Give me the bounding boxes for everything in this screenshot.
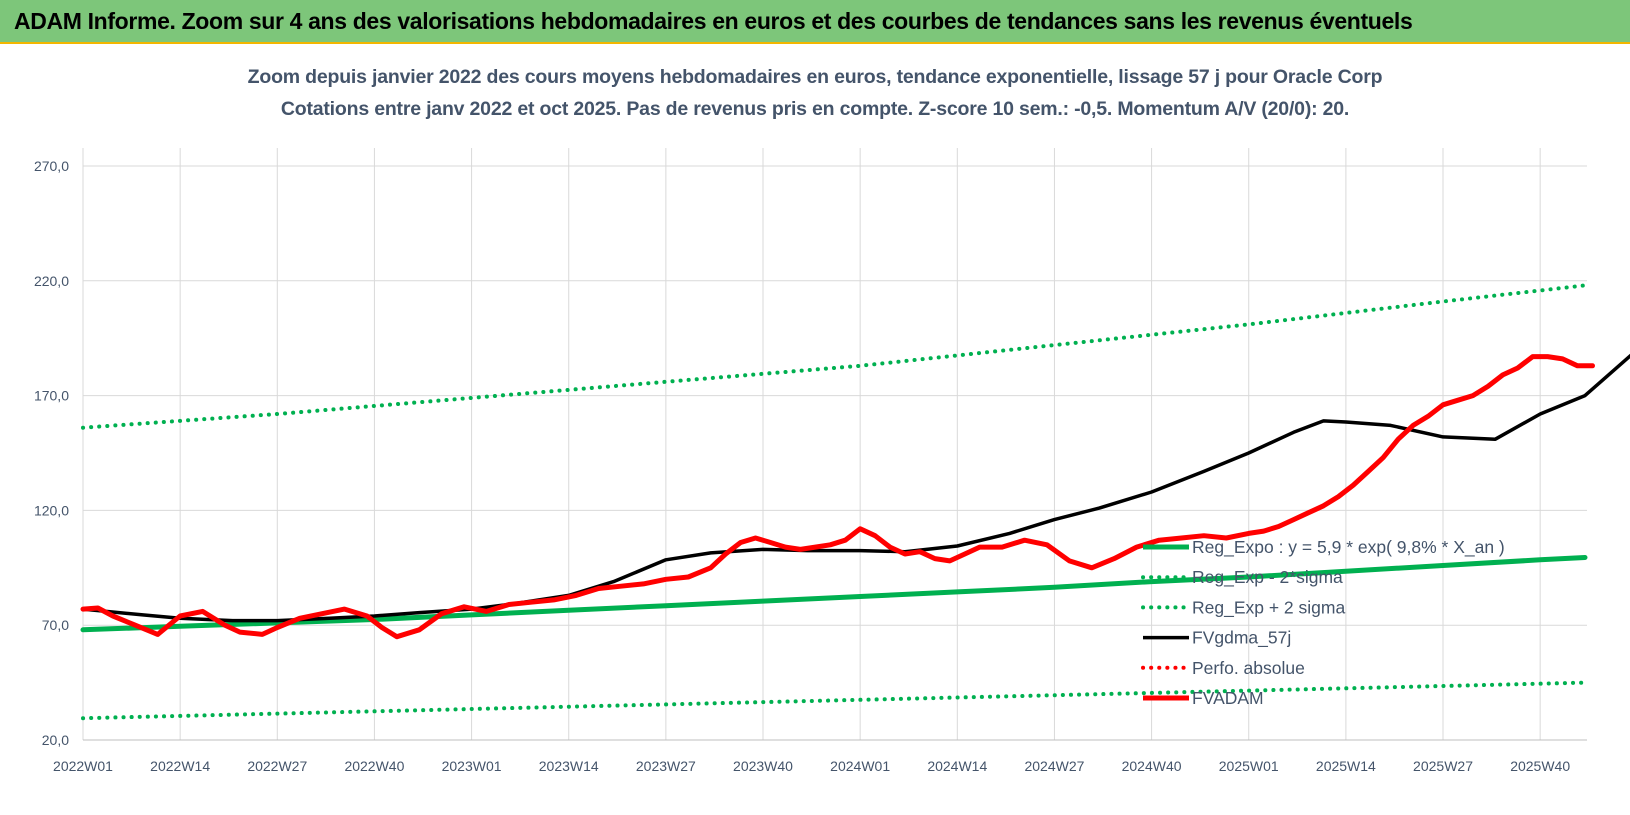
y-tick-label: 270,0 xyxy=(34,158,69,174)
series-line-5 xyxy=(80,354,1595,640)
y-axis-ticks: 20,0 70,0 120,0 170,0 220,0 270,0 xyxy=(34,158,69,748)
series-line-3 xyxy=(81,353,1630,623)
x-tick-label: 2022W14 xyxy=(150,758,210,774)
y-tick-label: 170,0 xyxy=(34,388,69,404)
x-tick-label: 2023W40 xyxy=(733,758,793,774)
x-tick-label: 2024W14 xyxy=(927,758,987,774)
x-tick-label: 2022W01 xyxy=(53,758,113,774)
x-tick-label: 2025W01 xyxy=(1219,758,1279,774)
legend-label: Reg_Expo : y = 5,9 * exp( 9,8% * X_an ) xyxy=(1192,537,1505,558)
legend-label: Reg_Exp + 2 sigma xyxy=(1192,597,1345,618)
x-tick-label: 2024W40 xyxy=(1122,758,1182,774)
x-tick-label: 2025W14 xyxy=(1316,758,1376,774)
chart-legend: Reg_Expo : y = 5,9 * exp( 9,8% * X_an ) R… xyxy=(1141,537,1505,708)
x-tick-label: 2023W27 xyxy=(636,758,696,774)
x-tick-label: 2023W14 xyxy=(539,758,599,774)
chart-grid xyxy=(82,148,1587,741)
legend-label: Perfo. absolue xyxy=(1192,658,1305,678)
series-line-0 xyxy=(80,555,1588,633)
chart-title: Zoom depuis janvier 2022 des cours moyen… xyxy=(247,66,1383,88)
report-title: ADAM Informe. Zoom sur 4 ans des valoris… xyxy=(14,8,1413,34)
y-tick-label: 220,0 xyxy=(34,273,69,289)
x-tick-label: 2023W01 xyxy=(442,758,502,774)
legend-label: FVgdma_57j xyxy=(1192,628,1291,649)
legend-label: FVADAM xyxy=(1192,688,1264,708)
x-axis-ticks: 2022W01 2022W14 2022W27 2022W40 2023W01 2023W… xyxy=(53,758,1570,774)
y-tick-label: 70,0 xyxy=(42,617,69,633)
x-tick-label: 2022W40 xyxy=(344,758,404,774)
legend-label: Reg_Exp - 2*sigma xyxy=(1192,567,1343,588)
series-line-2 xyxy=(81,283,1587,430)
chart-subtitle: Cotations entre janv 2022 et oct 2025. P… xyxy=(280,98,1350,120)
y-tick-label: 120,0 xyxy=(34,502,69,518)
x-tick-label: 2025W40 xyxy=(1510,758,1570,774)
chart-series xyxy=(80,283,1630,721)
series-line-1 xyxy=(81,680,1587,721)
y-tick-label: 20,0 xyxy=(42,732,69,748)
x-tick-label: 2024W01 xyxy=(830,758,890,774)
x-tick-label: 2022W27 xyxy=(247,758,307,774)
x-tick-label: 2024W27 xyxy=(1024,758,1084,774)
title-banner: ADAM Informe. Zoom sur 4 ans des valoris… xyxy=(0,0,1630,44)
x-tick-label: 2025W27 xyxy=(1413,758,1473,774)
